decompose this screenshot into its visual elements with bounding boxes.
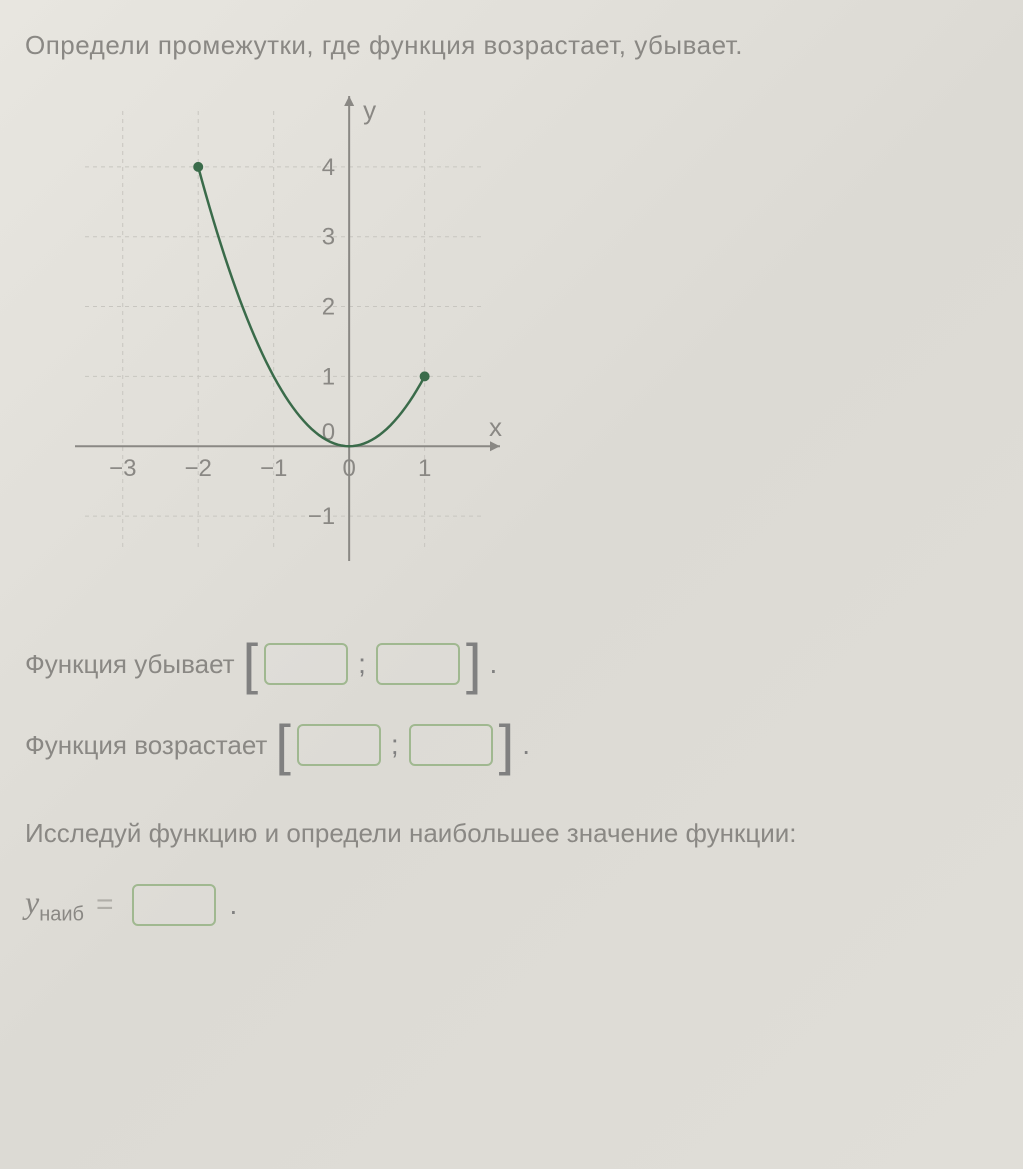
equals-sign: =: [96, 888, 114, 922]
svg-text:−2: −2: [185, 455, 212, 482]
y-max-row: yнаиб = .: [25, 884, 998, 926]
left-bracket: [: [275, 717, 291, 773]
decreasing-to-input[interactable]: [376, 643, 460, 685]
svg-text:4: 4: [322, 154, 335, 181]
decreasing-from-input[interactable]: [264, 643, 348, 685]
period: .: [522, 729, 530, 761]
function-chart: −3−2−101−112340yx: [45, 91, 998, 596]
y-max-input[interactable]: [132, 884, 216, 926]
instruction-text: Исследуй функцию и определи наибольшее з…: [25, 818, 998, 849]
svg-text:−3: −3: [109, 455, 136, 482]
svg-text:x: x: [489, 412, 502, 442]
svg-text:3: 3: [322, 224, 335, 251]
semicolon: ;: [391, 729, 399, 761]
svg-text:0: 0: [342, 455, 355, 482]
left-bracket: [: [243, 636, 259, 692]
right-bracket: ]: [466, 636, 482, 692]
svg-text:−1: −1: [260, 455, 287, 482]
question-text: Определи промежутки, где функция возраст…: [25, 30, 998, 61]
svg-text:1: 1: [322, 363, 335, 390]
increasing-label: Функция возрастает: [25, 730, 267, 761]
svg-text:2: 2: [322, 294, 335, 321]
period: .: [230, 889, 238, 921]
right-bracket: ]: [499, 717, 515, 773]
increasing-row: Функция возрастает [ ; ] .: [25, 717, 998, 773]
svg-text:−1: −1: [308, 503, 335, 530]
decreasing-row: Функция убывает [ ; ] .: [25, 636, 998, 692]
y-variable: yнаиб: [25, 884, 84, 926]
decreasing-label: Функция убывает: [25, 649, 235, 680]
svg-text:y: y: [363, 95, 376, 125]
semicolon: ;: [358, 648, 366, 680]
svg-text:1: 1: [418, 455, 431, 482]
increasing-from-input[interactable]: [297, 724, 381, 766]
increasing-to-input[interactable]: [409, 724, 493, 766]
period: .: [489, 648, 497, 680]
